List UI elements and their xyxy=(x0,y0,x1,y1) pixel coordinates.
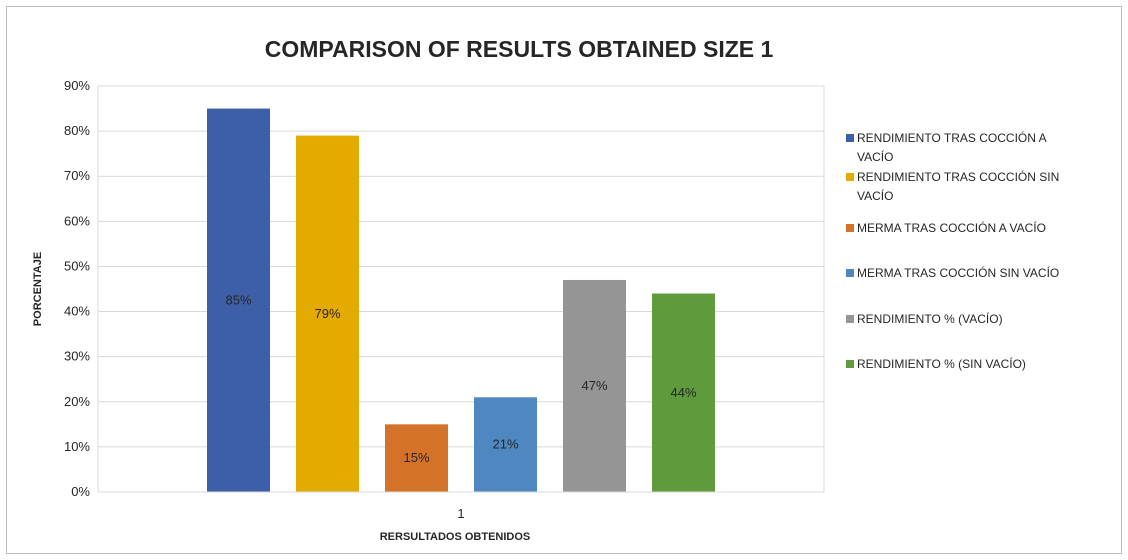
legend-label: MERMA TRAS COCCIÓN A VACÍO xyxy=(857,220,1046,235)
legend-swatch xyxy=(846,269,854,277)
legend-label: VACÍO xyxy=(857,188,893,203)
legend-swatch xyxy=(846,360,854,368)
y-axis-title: PORCENTAJE xyxy=(32,252,44,326)
y-tick-label: 50% xyxy=(64,258,90,273)
y-tick-label: 80% xyxy=(64,123,90,138)
bar xyxy=(296,135,359,492)
y-tick-label: 10% xyxy=(64,439,90,454)
y-tick-label: 40% xyxy=(64,304,90,319)
legend-swatch xyxy=(846,173,854,181)
legend-swatch xyxy=(846,315,854,323)
bar xyxy=(385,424,448,492)
x-axis-ticks: 1 xyxy=(457,506,464,521)
bar xyxy=(207,108,270,493)
bar-data-label: 79% xyxy=(314,306,340,321)
y-tick-label: 90% xyxy=(64,78,90,93)
legend-item: RENDIMIENTO % (VACÍO) xyxy=(846,311,1003,326)
legend-item: MERMA TRAS COCCIÓN A VACÍO xyxy=(846,220,1046,235)
bar-data-label: 15% xyxy=(403,450,429,465)
y-tick-label: 70% xyxy=(64,168,90,183)
bar-data-label: 47% xyxy=(581,378,607,393)
bar xyxy=(563,279,626,492)
legend-label: RENDIMIENTO TRAS COCCIÓN SIN xyxy=(857,169,1059,184)
legend-swatch xyxy=(846,224,854,232)
y-tick-label: 0% xyxy=(71,484,90,499)
legend-label: MERMA TRAS COCCIÓN SIN VACÍO xyxy=(857,265,1059,280)
bar-data-label: 44% xyxy=(670,385,696,400)
gridlines xyxy=(98,85,824,448)
y-tick-label: 30% xyxy=(64,349,90,364)
bar-data-label: 21% xyxy=(492,437,518,452)
chart-svg: COMPARISON OF RESULTS OBTAINED SIZE 1 0%… xyxy=(32,36,1059,543)
legend-label: RENDIMIENTO TRAS COCCIÓN A xyxy=(857,130,1047,145)
bar xyxy=(474,397,537,492)
legend-item: RENDIMIENTO TRAS COCCIÓN A VACÍO xyxy=(846,130,1047,164)
chart-title: COMPARISON OF RESULTS OBTAINED SIZE 1 xyxy=(265,36,774,62)
y-tick-label: 20% xyxy=(64,394,90,409)
y-tick-label: 60% xyxy=(64,213,90,228)
chart-frame: COMPARISON OF RESULTS OBTAINED SIZE 1 0%… xyxy=(6,6,1122,554)
bar xyxy=(652,293,715,492)
data-labels: 85% 79% 15% 21% 47% 44% xyxy=(225,292,696,465)
legend-item: MERMA TRAS COCCIÓN SIN VACÍO xyxy=(846,265,1059,280)
legend-label: VACÍO xyxy=(857,149,893,164)
bars xyxy=(207,108,715,493)
legend: RENDIMIENTO TRAS COCCIÓN AVACÍORENDIMIEN… xyxy=(846,130,1059,371)
x-tick-label: 1 xyxy=(457,506,464,521)
legend-swatch xyxy=(846,134,854,142)
bar-data-label: 85% xyxy=(225,292,251,307)
x-axis-title: RERSULTADOS OBTENIDOS xyxy=(380,531,531,543)
legend-label: RENDIMIENTO % (VACÍO) xyxy=(857,311,1003,326)
legend-item: RENDIMIENTO % (SIN VACÍO) xyxy=(846,356,1026,371)
legend-item: RENDIMIENTO TRAS COCCIÓN SIN VACÍO xyxy=(846,169,1059,203)
legend-label: RENDIMIENTO % (SIN VACÍO) xyxy=(857,356,1026,371)
y-axis-ticks: 0% 10% 20% 30% 40% 50% 60% 70% 80% 90% xyxy=(64,78,90,499)
